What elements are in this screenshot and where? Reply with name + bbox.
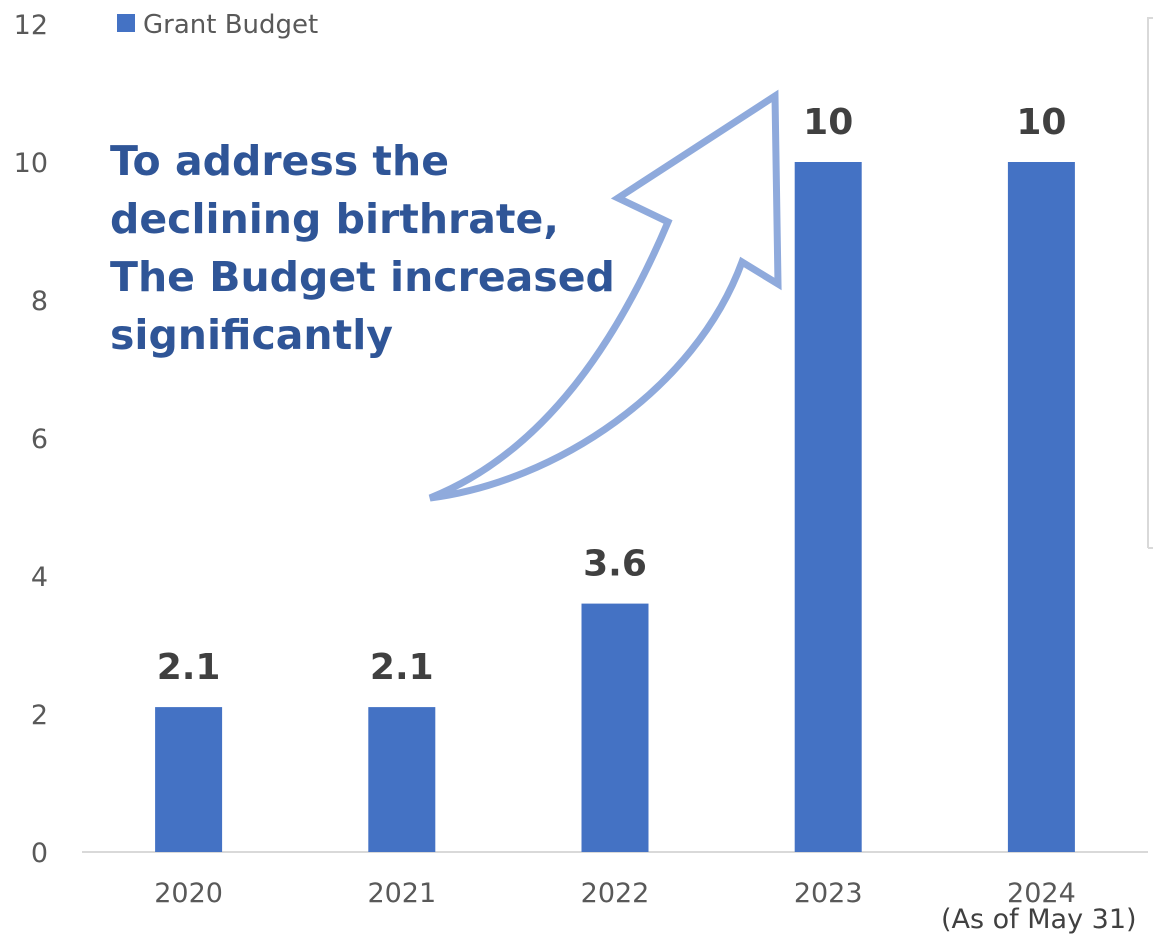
annotation-text: To address the declining birthrate, The … bbox=[110, 132, 710, 364]
y-tick-label: 12 bbox=[14, 10, 48, 41]
data-label: 10 bbox=[803, 102, 853, 143]
x-tick-label: 2021 bbox=[367, 878, 436, 909]
data-label: 10 bbox=[1016, 102, 1066, 143]
y-tick-label: 4 bbox=[31, 562, 48, 593]
data-label: 3.6 bbox=[583, 544, 647, 585]
y-tick-label: 10 bbox=[14, 148, 48, 179]
bar bbox=[155, 707, 223, 852]
y-axis-ticks: 0 2 4 6 8 10 12 bbox=[14, 10, 48, 869]
x-tick-label: 2020 bbox=[154, 878, 223, 909]
data-labels: 2.1 2.1 3.6 10 10 bbox=[157, 102, 1067, 688]
x-axis-categories: 2020 2021 2022 2023 2024 bbox=[154, 878, 1076, 909]
y-tick-label: 8 bbox=[31, 286, 48, 317]
data-label: 2.1 bbox=[370, 647, 434, 688]
y-tick-label: 6 bbox=[31, 424, 48, 455]
category-note: (As of May 31) bbox=[941, 904, 1137, 935]
bar bbox=[368, 707, 436, 852]
y-tick-label: 2 bbox=[31, 700, 48, 731]
legend-label: Grant Budget bbox=[143, 10, 318, 40]
x-tick-label: 2022 bbox=[581, 878, 650, 909]
x-tick-label: 2024 bbox=[1007, 878, 1076, 909]
bar bbox=[794, 162, 862, 852]
y-tick-label: 0 bbox=[31, 838, 48, 869]
bars bbox=[155, 162, 1075, 852]
x-tick-label: 2023 bbox=[794, 878, 863, 909]
annotation-line: The Budget increased bbox=[110, 253, 615, 301]
legend-swatch bbox=[117, 14, 135, 32]
annotation-line: To address the bbox=[110, 137, 450, 185]
annotation-line: significantly bbox=[110, 311, 393, 359]
data-label: 2.1 bbox=[157, 647, 221, 688]
increase-arrow-icon bbox=[428, 89, 782, 502]
bar bbox=[581, 603, 649, 852]
annotation-line: declining birthrate, bbox=[110, 195, 559, 243]
bar bbox=[1007, 162, 1075, 852]
